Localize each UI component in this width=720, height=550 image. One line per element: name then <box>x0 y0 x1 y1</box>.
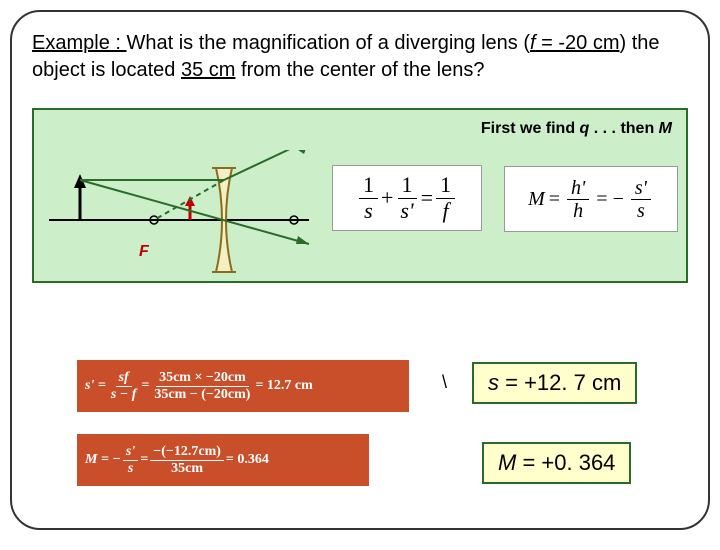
thin-lens-equation: 1s + 1s' = 1f <box>332 165 482 231</box>
focal-label: F <box>139 243 149 261</box>
hint-text: First we find q . . . then M <box>481 120 672 138</box>
ray-refracted-1 <box>224 150 309 180</box>
result-image-distance: s = +12. 7 cm <box>472 362 637 404</box>
example-prefix: Example : <box>32 32 126 54</box>
magnification-equation: M = h'h = − s's <box>504 166 678 232</box>
backslash-mark: \ <box>442 372 447 393</box>
q-body3: from the center of the lens? <box>235 59 484 81</box>
image-arrowhead <box>185 196 195 206</box>
result-magnification: M = +0. 364 <box>482 442 631 484</box>
calc-image-distance: s' = sfs − f = 35cm × −20cm35cm − (−20cm… <box>77 360 409 412</box>
ray-arrowhead-2 <box>298 150 309 154</box>
question-text: Example : What is the magnification of a… <box>32 30 688 84</box>
q-body1: What is the magnification of a diverging… <box>126 32 530 54</box>
illustration-panel: First we find q . . . then M <box>32 108 688 283</box>
q-dist: 35 cm <box>181 59 235 81</box>
calc-magnification: M = − s's = −(−12.7cm)35cm = 0.364 <box>77 434 369 486</box>
ray-arrowhead-1 <box>296 236 309 244</box>
ray-diagram: F <box>44 150 314 270</box>
q-f: f = -20 cm <box>530 32 619 54</box>
ray-diagram-svg <box>44 150 314 280</box>
ray-through-center <box>80 180 309 244</box>
slide-frame: Example : What is the magnification of a… <box>10 10 710 530</box>
